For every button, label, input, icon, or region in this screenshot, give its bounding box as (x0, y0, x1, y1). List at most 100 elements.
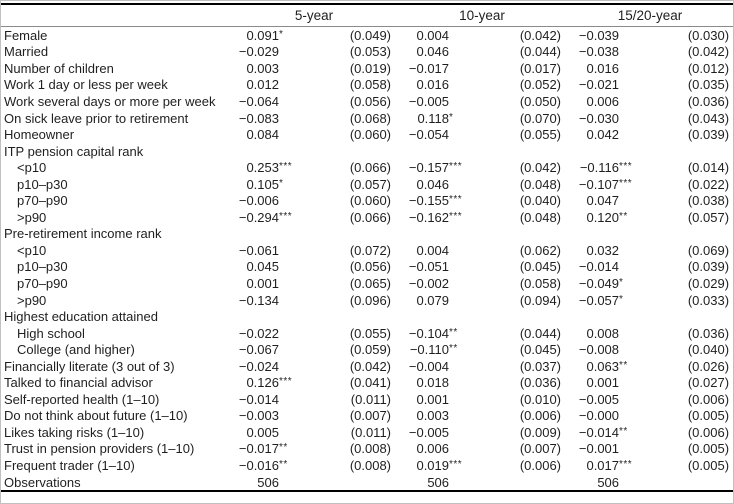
col-group-15-20-year: 15/20-year (567, 4, 733, 27)
coefficient-value: 0.063 (586, 358, 620, 374)
table-row: >p90 −0.134 (0.096) 0.079 (0.094) −0.057* (0.0… (1, 292, 733, 309)
coefficient-cell: 0.019*** (397, 457, 471, 474)
table-row: Work several days or more per week −0.064… (1, 93, 733, 110)
coefficient-value: −0.157 (408, 160, 450, 176)
std-error-cell: (0.009) (519, 424, 562, 440)
std-error-cell: (0.029) (687, 275, 730, 291)
coefficient-value: 0.126 (246, 375, 279, 391)
coefficient-value: −0.000 (578, 408, 620, 424)
coefficient-cell: −0.014 (567, 259, 641, 276)
std-error-cell: (0.043) (687, 110, 730, 126)
coefficient-value: 0.018 (416, 375, 450, 391)
coefficient-cell: 0.016 (567, 60, 641, 77)
coefficient-cell: −0.083 (231, 110, 301, 127)
std-error-cell: (0.072) (349, 242, 392, 258)
header-row: 5-year 10-year 15/20-year (1, 4, 733, 27)
table-row: On sick leave prior to retirement −0.083 (… (1, 110, 733, 127)
std-error-cell (301, 143, 397, 160)
table-row: High school −0.022 (0.055) −0.104** (0.044) 0… (1, 325, 733, 342)
coefficient-value: −0.061 (238, 242, 279, 258)
coefficient-cell: 0.001 (567, 374, 641, 391)
std-error-cell: (0.010) (519, 391, 562, 407)
coefficient-value: 0.118 (417, 110, 450, 126)
coefficient-value: −0.001 (578, 441, 620, 457)
std-error-cell: (0.042) (519, 160, 562, 176)
std-error-cell: (0.011) (350, 424, 392, 440)
coefficient-value: −0.083 (238, 110, 279, 126)
coefficient-value: 0.006 (586, 93, 620, 109)
coefficient-value: 0.001 (416, 391, 450, 407)
coefficient-value: −0.005 (408, 93, 450, 109)
coefficient-value: 506 (257, 474, 279, 490)
coefficient-value: −0.002 (408, 275, 450, 291)
coefficient-value: 0.079 (416, 292, 450, 308)
coefficient-cell: −0.017 (397, 60, 471, 77)
coefficient-value: −0.038 (578, 44, 620, 60)
table-row: Do not think about future (1–10) −0.003 (0… (1, 408, 733, 425)
coefficient-cell: 0.005 (231, 424, 301, 441)
std-error-cell: (0.052) (519, 77, 562, 93)
coefficient-value: −0.014 (578, 259, 620, 275)
row-label: p10–p30 (17, 259, 68, 275)
coefficient-cell: 0.091* (231, 27, 301, 44)
std-error-cell: (0.039) (687, 127, 730, 143)
coefficient-cell: −0.107*** (567, 176, 641, 193)
coefficient-cell: 0.084 (231, 126, 301, 143)
coefficient-cell: −0.162*** (397, 209, 471, 226)
table-row: <p10 −0.061 (0.072) 0.004 (0.062) 0.032 (0.069… (1, 242, 733, 259)
coefficient-value: −0.104 (408, 325, 450, 341)
coefficient-value: 0.016 (416, 77, 450, 93)
coefficient-cell: 0.032 (567, 242, 641, 259)
significance-stars: ** (619, 210, 628, 222)
std-error-cell: (0.035) (687, 77, 730, 93)
coefficient-cell: 0.063** (567, 358, 641, 375)
table-row: Trust in pension providers (1–10) −0.017*… (1, 441, 733, 458)
table-row: Number of children 0.003 (0.019) −0.017 (0.0… (1, 60, 733, 77)
significance-stars: * (619, 276, 624, 288)
std-error-cell: (0.039) (687, 259, 730, 275)
coefficient-value: −0.064 (238, 93, 279, 109)
table-row: Talked to financial advisor 0.126*** (0.04… (1, 374, 733, 391)
significance-stars: ** (619, 359, 628, 371)
std-error-cell: (0.042) (349, 358, 392, 374)
row-label: ITP pension capital rank (4, 143, 144, 159)
coefficient-cell: −0.134 (231, 292, 301, 309)
coefficient-cell: 0.105* (231, 176, 301, 193)
coefficient-value: −0.006 (238, 193, 279, 209)
coefficient-cell: −0.294*** (231, 209, 301, 226)
coefficient-value: 0.003 (246, 60, 279, 76)
coefficient-cell: 0.008 (567, 325, 641, 342)
row-label: Observations (4, 474, 81, 490)
coefficient-cell: 0.079 (397, 292, 471, 309)
std-error-cell: (0.040) (687, 342, 730, 358)
std-error-cell: (0.017) (519, 60, 562, 76)
coefficient-value: −0.004 (408, 358, 450, 374)
table-row: p70–p90 −0.006 (0.060) −0.155*** (0.040) 0.04… (1, 192, 733, 209)
significance-stars: *** (449, 458, 463, 470)
std-error-cell (641, 474, 733, 492)
coefficient-cell: −0.057* (567, 292, 641, 309)
std-error-cell: (0.012) (687, 60, 730, 76)
significance-stars: ** (279, 442, 288, 454)
coefficient-cell: −0.024 (231, 358, 301, 375)
row-label: Pre-retirement income rank (4, 226, 162, 242)
row-label: Work several days or more per week (4, 93, 216, 109)
row-label: Trust in pension providers (1–10) (4, 441, 195, 457)
coefficient-cell: −0.022 (231, 325, 301, 342)
coefficient-value: 0.001 (246, 275, 279, 291)
std-error-cell: (0.044) (519, 44, 562, 60)
coefficient-value: −0.134 (238, 292, 279, 308)
coefficient-value: −0.057 (578, 292, 620, 308)
coefficient-value: 0.008 (586, 325, 620, 341)
coefficient-cell (397, 226, 471, 243)
row-label: Highest education attained (4, 309, 158, 325)
std-error-cell: (0.045) (519, 342, 562, 358)
table-row: Female 0.091* (0.049) 0.004 (0.042) −0.039 (0.… (1, 27, 733, 44)
significance-stars: *** (619, 161, 633, 173)
coefficient-cell: 0.017*** (567, 457, 641, 474)
std-error-cell: (0.040) (519, 193, 562, 209)
row-label: Work 1 day or less per week (4, 77, 168, 93)
coefficient-cell: −0.157*** (397, 159, 471, 176)
row-label: p70–p90 (17, 275, 68, 291)
table-row: p10–p30 0.105* (0.057) 0.046 (0.048) −0.107**… (1, 176, 733, 193)
